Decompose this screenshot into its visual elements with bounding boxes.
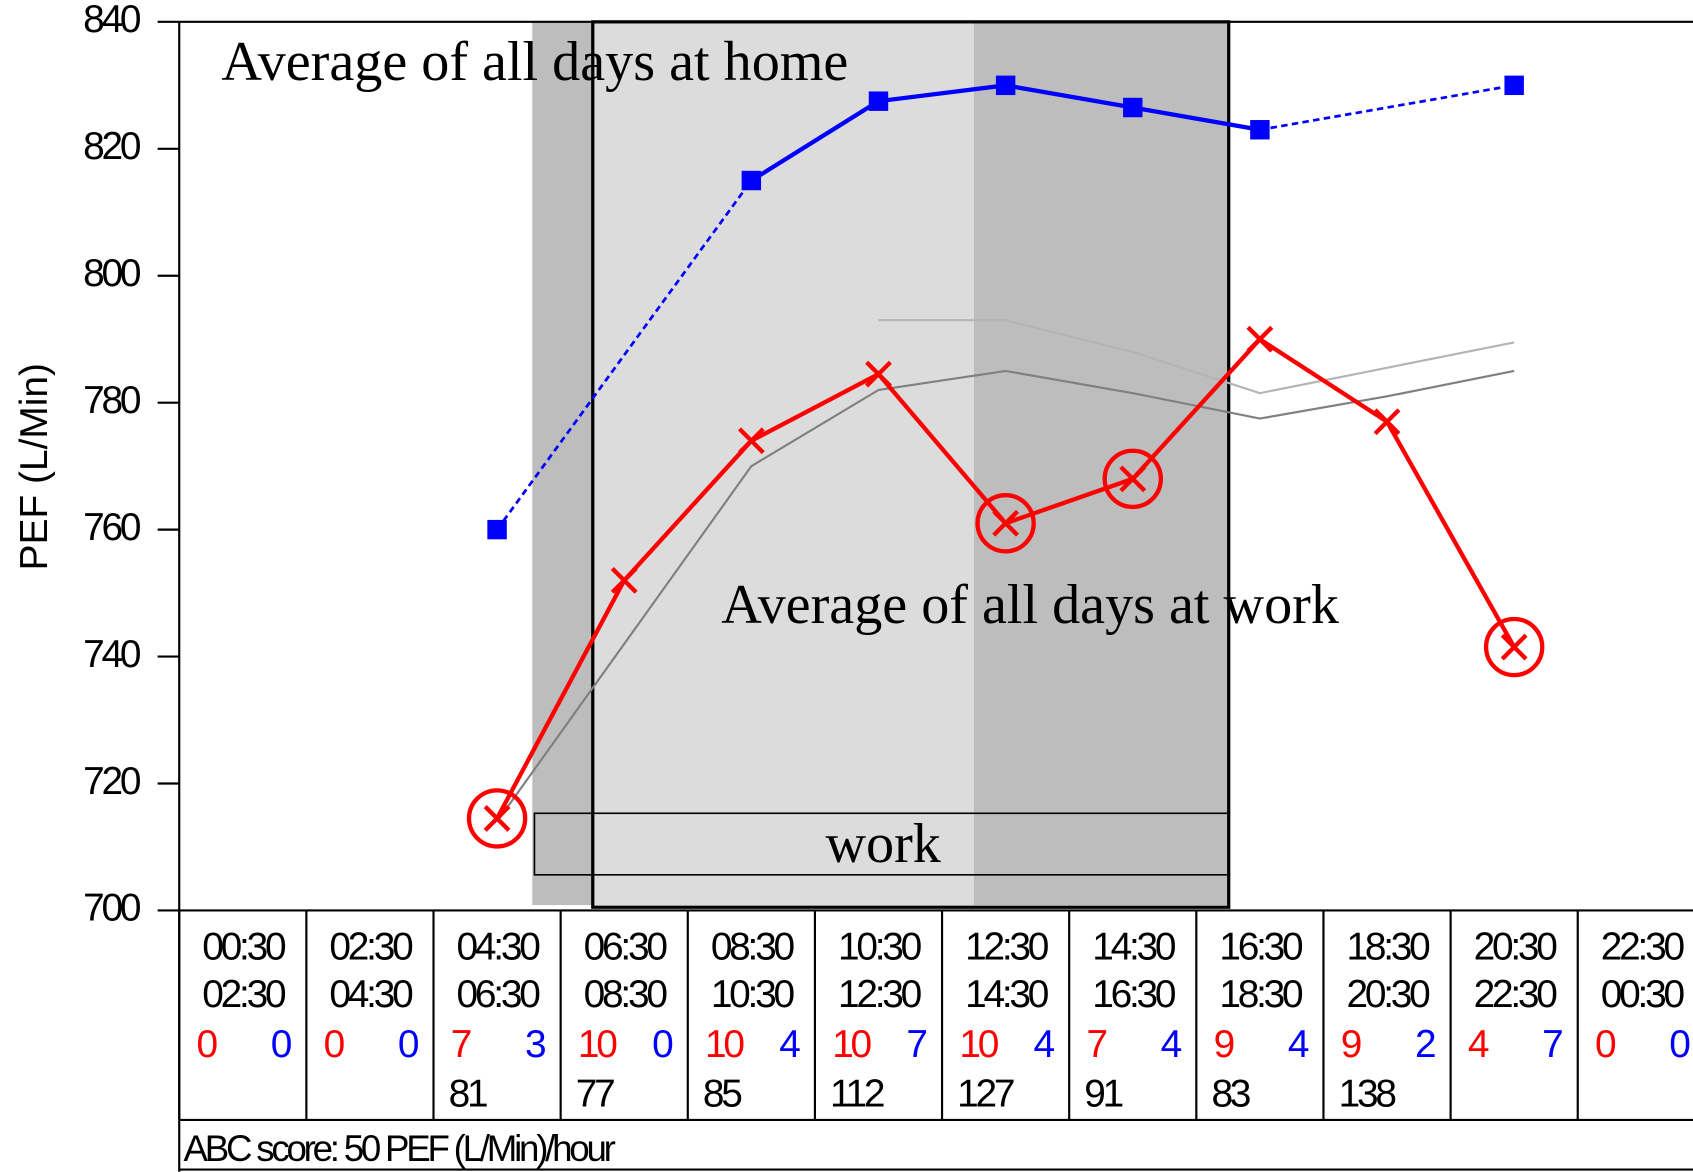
score: 81 bbox=[449, 1072, 487, 1115]
x-tick-label: 06:30 bbox=[584, 926, 668, 969]
count: 10 bbox=[959, 1023, 998, 1066]
count: 7 bbox=[451, 1023, 471, 1066]
count: 2 bbox=[1415, 1023, 1435, 1066]
count: 10 bbox=[578, 1023, 617, 1066]
count: 9 bbox=[1214, 1023, 1234, 1066]
x-tick-label: 08:30 bbox=[711, 926, 795, 969]
score: 85 bbox=[703, 1072, 741, 1115]
x-tick-label: 22:30 bbox=[1474, 973, 1558, 1016]
shade-label: work bbox=[826, 813, 942, 875]
score: 83 bbox=[1211, 1072, 1249, 1115]
count: 7 bbox=[1542, 1023, 1562, 1066]
y-tick-label: 700 bbox=[83, 887, 141, 930]
line bbox=[496, 369, 1515, 823]
count: 0 bbox=[1595, 1023, 1616, 1066]
count: 0 bbox=[1669, 1023, 1690, 1066]
shade bbox=[532, 21, 593, 906]
count: 10 bbox=[705, 1023, 744, 1066]
marker bbox=[865, 360, 892, 388]
count: 9 bbox=[1341, 1023, 1361, 1066]
highlight bbox=[1483, 616, 1545, 678]
marker bbox=[992, 509, 1020, 537]
marker bbox=[1500, 633, 1528, 661]
marker bbox=[483, 805, 511, 832]
gap-line bbox=[495, 179, 753, 531]
highlight bbox=[466, 788, 528, 849]
highlight bbox=[975, 493, 1036, 554]
x-tick-label: 12:30 bbox=[838, 973, 922, 1016]
annotation: Average of all days at home bbox=[221, 31, 848, 93]
marker bbox=[1373, 408, 1401, 436]
highlight bbox=[1102, 448, 1163, 510]
count: 0 bbox=[197, 1023, 218, 1066]
x-tick-label: 02:30 bbox=[329, 926, 413, 969]
line bbox=[878, 319, 1515, 395]
x-tick-label: 20:30 bbox=[1347, 973, 1431, 1016]
y-tick-label: 800 bbox=[83, 252, 141, 295]
y-tick-label: 820 bbox=[83, 125, 141, 168]
annotation: Average of all days at work bbox=[721, 574, 1340, 636]
score: 112 bbox=[830, 1072, 884, 1115]
x-tick-label: 16:30 bbox=[1219, 926, 1303, 969]
marker bbox=[1250, 120, 1270, 140]
x-tick-label: 18:30 bbox=[1347, 926, 1431, 969]
shade bbox=[592, 21, 974, 906]
count: 0 bbox=[271, 1023, 292, 1066]
count: 3 bbox=[525, 1023, 545, 1066]
marker bbox=[1123, 97, 1143, 118]
x-tick-label: 10:30 bbox=[711, 973, 795, 1016]
y-tick-label: 840 bbox=[83, 0, 141, 41]
x-tick-label: 16:30 bbox=[1092, 973, 1176, 1016]
count: 0 bbox=[324, 1023, 345, 1066]
work-box bbox=[533, 812, 1230, 876]
count: 10 bbox=[832, 1023, 871, 1066]
marker bbox=[741, 170, 762, 191]
x-tick-label: 22:30 bbox=[1601, 926, 1685, 969]
count: 4 bbox=[1034, 1023, 1055, 1066]
x-tick-label: 02:30 bbox=[202, 973, 286, 1016]
y-tick-label: 740 bbox=[83, 633, 141, 676]
count: 7 bbox=[906, 1023, 926, 1066]
x-tick-label: 00:30 bbox=[1601, 973, 1685, 1016]
marker bbox=[1504, 75, 1524, 96]
x-tick-label: 04:30 bbox=[329, 973, 413, 1016]
marker bbox=[737, 427, 765, 455]
marker bbox=[995, 75, 1016, 96]
count: 4 bbox=[1161, 1023, 1182, 1066]
marker bbox=[1119, 465, 1147, 493]
marker bbox=[868, 91, 889, 111]
x-tick-label: 08:30 bbox=[584, 973, 668, 1016]
y-tick-label: 720 bbox=[83, 760, 141, 803]
count: 0 bbox=[652, 1023, 673, 1066]
shade bbox=[973, 21, 1229, 906]
count: 4 bbox=[779, 1023, 800, 1066]
x-tick-label: 20:30 bbox=[1474, 926, 1558, 969]
y-tick-label: 780 bbox=[83, 379, 141, 422]
marker bbox=[487, 519, 507, 540]
count: 0 bbox=[398, 1023, 419, 1066]
footer: ABC score: 50 PEF (L/Min)/hour bbox=[184, 1128, 616, 1169]
marker bbox=[610, 566, 638, 594]
score: 77 bbox=[576, 1072, 614, 1115]
count: 4 bbox=[1288, 1023, 1309, 1066]
gap-line bbox=[1259, 83, 1515, 132]
x-tick-label: 00:30 bbox=[202, 926, 286, 969]
count: 7 bbox=[1086, 1023, 1106, 1066]
x-tick-label: 12:30 bbox=[965, 926, 1049, 969]
marker bbox=[1246, 325, 1274, 353]
score: 91 bbox=[1084, 1072, 1122, 1115]
score: 138 bbox=[1339, 1072, 1396, 1115]
score: 127 bbox=[957, 1072, 1014, 1115]
x-tick-label: 14:30 bbox=[1092, 926, 1176, 969]
x-tick-label: 10:30 bbox=[838, 926, 922, 969]
x-tick-label: 14:30 bbox=[965, 973, 1049, 1016]
x-tick-label: 04:30 bbox=[457, 926, 541, 969]
x-tick-label: 06:30 bbox=[457, 973, 541, 1016]
y-tick-label: 760 bbox=[83, 506, 141, 549]
x-tick-label: 18:30 bbox=[1219, 973, 1303, 1016]
count: 4 bbox=[1468, 1023, 1489, 1066]
y-axis-label: PEF (L/Min) bbox=[13, 363, 56, 570]
